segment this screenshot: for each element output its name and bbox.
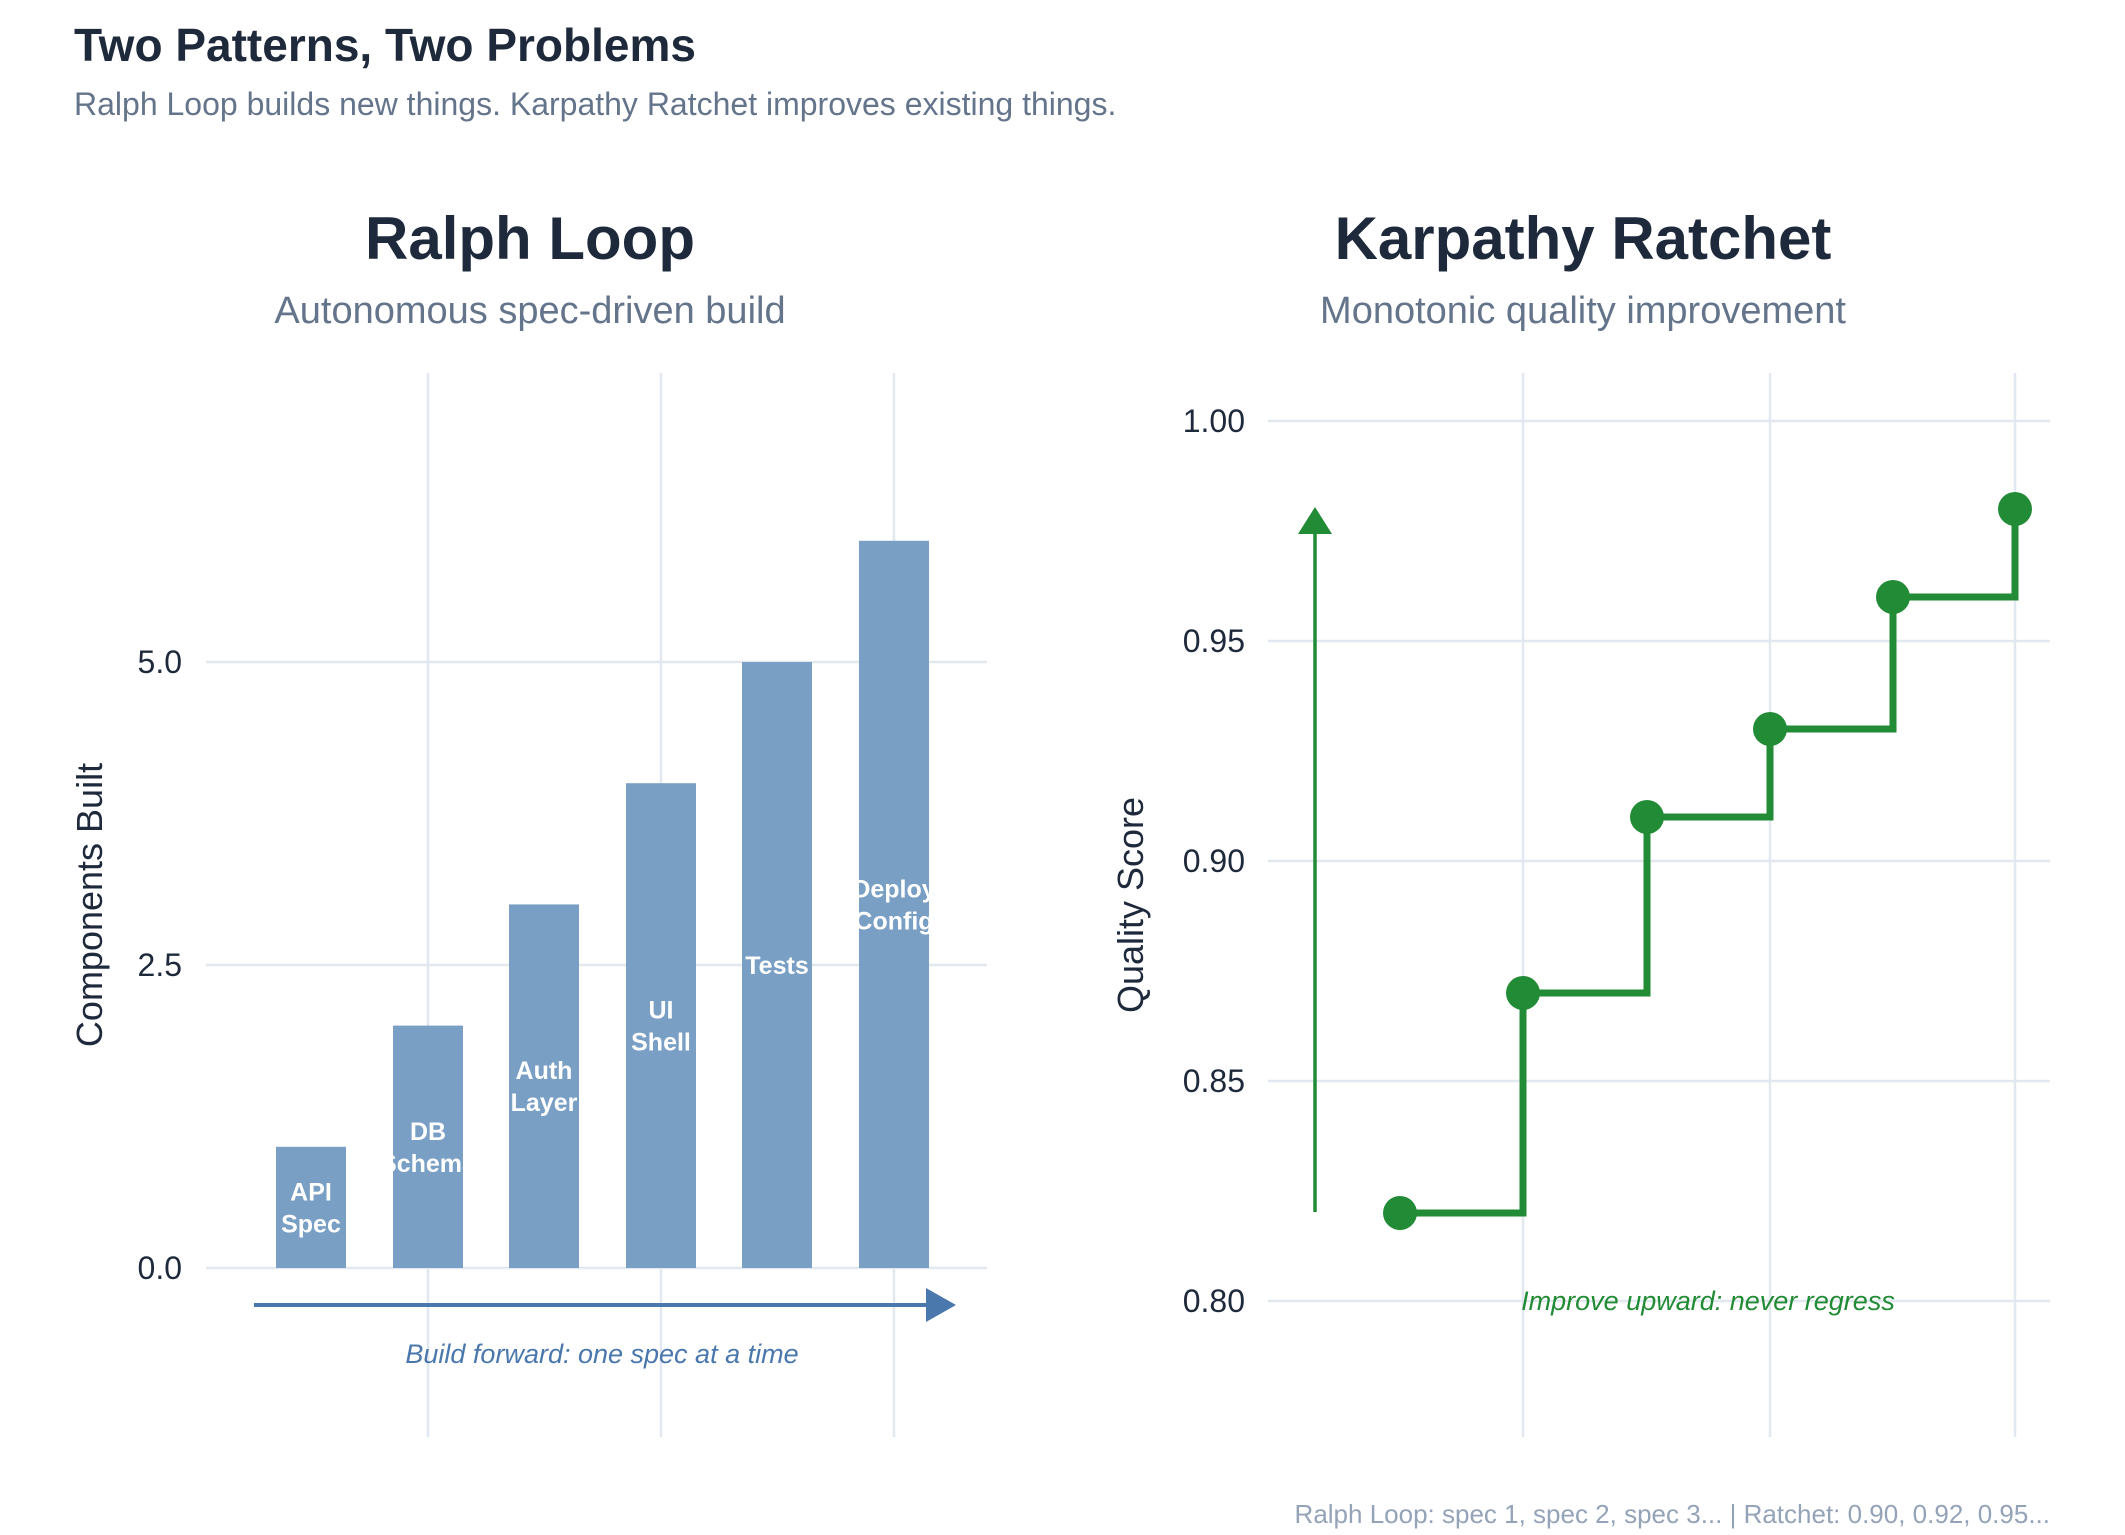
bar-label: API Spec: [281, 1178, 341, 1238]
data-point: [1383, 1196, 1417, 1230]
bar-label-line: Tests: [745, 952, 808, 980]
bar-label-line: Layer: [511, 1089, 578, 1117]
bar-label-line: Shell: [631, 1029, 691, 1057]
right-panel-subtitle: Monotonic quality improvement: [1320, 290, 1846, 332]
bar: [393, 1025, 463, 1268]
data-point: [1998, 492, 2032, 526]
bar-label-line: API: [290, 1178, 332, 1206]
footer-note: Ralph Loop: spec 1, spec 2, spec 3... | …: [1294, 1499, 2050, 1529]
data-point: [1506, 976, 1540, 1010]
left-ytick-label: 2.5: [138, 947, 182, 983]
bar-label-line: Auth: [516, 1057, 573, 1085]
left-ytick-label: 5.0: [138, 644, 182, 680]
right-ytick-label: 0.80: [1183, 1283, 1245, 1319]
bar: [509, 904, 579, 1268]
left-panel-title: Ralph Loop: [365, 205, 695, 272]
figure-title: Two Patterns, Two Problems: [74, 19, 696, 71]
left-ylabel: Components Built: [69, 763, 110, 1047]
bar-label: Auth Layer: [511, 1057, 578, 1117]
bar-label: Tests: [745, 952, 808, 980]
right-ytick-label: 0.85: [1183, 1063, 1245, 1099]
left-panel-subtitle: Autonomous spec-driven build: [274, 290, 786, 332]
step-line: [1400, 509, 2019, 1217]
data-point: [1876, 580, 1910, 614]
bar: [276, 1146, 346, 1268]
bar: [626, 783, 696, 1268]
right-annotation: Improve upward: never regress: [1521, 1286, 1895, 1316]
data-point: [1753, 712, 1787, 746]
bar: [742, 662, 812, 1268]
bar-label: DB Schema: [380, 1118, 477, 1178]
figure-subtitle: Ralph Loop builds new things. Karpathy R…: [74, 86, 1117, 122]
data-point: [1630, 800, 1664, 834]
arrow-head-icon: [926, 1288, 956, 1322]
left-ytick-label: 0.0: [138, 1250, 182, 1286]
bar-label-line: Schema: [380, 1150, 477, 1178]
bar-label: Deploy Config: [852, 875, 935, 935]
bar-label-line: Deploy: [852, 875, 935, 903]
right-ytick-label: 0.95: [1183, 623, 1245, 659]
bar-label-line: Config: [854, 907, 933, 935]
right-ylabel: Quality Score: [1110, 797, 1151, 1013]
bar-label-line: DB: [410, 1118, 446, 1146]
right-ytick-label: 1.00: [1183, 403, 1245, 439]
right-ytick-label: 0.90: [1183, 843, 1245, 879]
right-panel-title: Karpathy Ratchet: [1334, 205, 1832, 272]
bar-label-line: UI: [649, 997, 674, 1025]
bar-label: UI Shell: [631, 997, 691, 1057]
left-annotation: Build forward: one spec at a time: [405, 1339, 798, 1369]
arrow-up-head-icon: [1298, 507, 1332, 534]
bar-label-line: Spec: [281, 1210, 341, 1238]
bar: [859, 540, 929, 1268]
